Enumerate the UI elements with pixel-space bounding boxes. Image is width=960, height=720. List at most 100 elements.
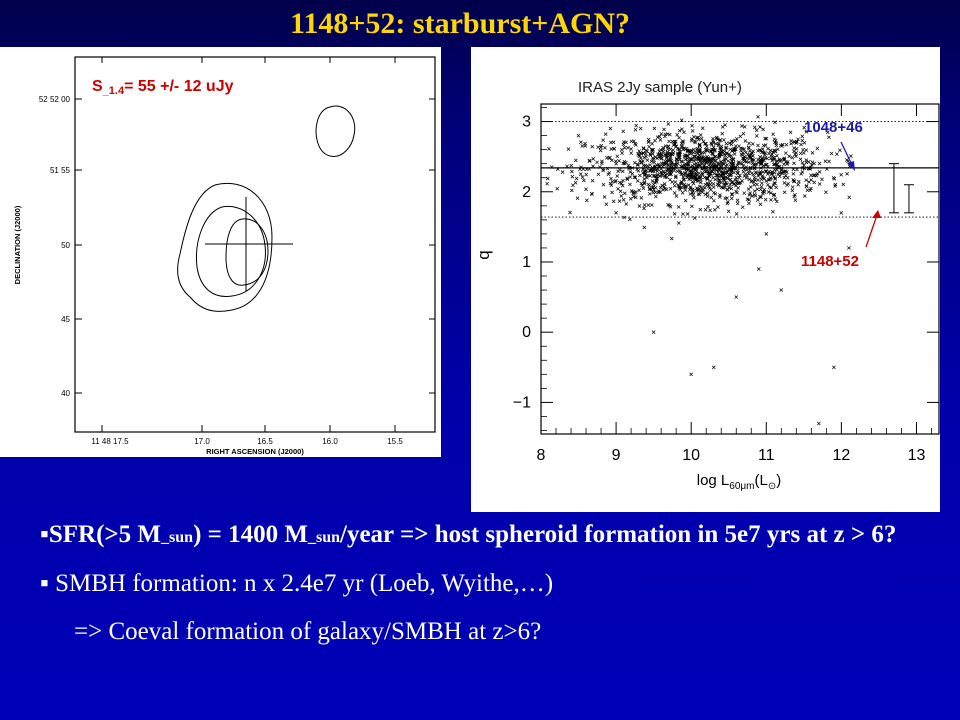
scatter-point — [849, 154, 853, 158]
scatter-point — [673, 174, 678, 178]
scatter-point — [664, 161, 669, 166]
scatter-point — [574, 176, 579, 181]
scatter-point — [662, 127, 666, 132]
scatter-point — [621, 178, 625, 183]
scatter-point — [800, 170, 805, 174]
scatter-point — [603, 145, 607, 150]
scatter-point — [790, 188, 795, 193]
scatter-point — [602, 195, 607, 199]
scatter-point — [555, 186, 560, 191]
scatter-point — [679, 159, 684, 164]
scatter-point — [711, 156, 716, 161]
scatter-point — [758, 171, 762, 175]
scatter-point — [547, 147, 551, 151]
scatter-point — [746, 171, 751, 176]
scatter-point — [713, 207, 717, 212]
scatter-outlier — [817, 421, 821, 426]
scatter-point — [791, 178, 796, 182]
scatter-point — [725, 151, 729, 156]
scatter-point — [764, 162, 769, 167]
plot-frame — [540, 103, 940, 435]
y-tick-label: 1 — [522, 254, 531, 271]
scatter-point — [654, 163, 659, 168]
scatter-point — [692, 154, 697, 159]
scatter-point — [608, 126, 613, 131]
scatter-point — [651, 174, 656, 178]
scatter-point — [608, 155, 612, 160]
scatter-point — [660, 183, 665, 188]
y-tick-label: 3 — [522, 114, 531, 131]
scatter-point — [738, 180, 743, 185]
chart-title: IRAS 2Jy sample (Yun+) — [578, 79, 742, 96]
scatter-point — [685, 212, 690, 216]
scatter-point — [653, 180, 657, 185]
scatter-point — [746, 146, 751, 150]
scatter-point — [590, 144, 595, 149]
scatter-point — [633, 190, 638, 194]
scatter-point — [570, 174, 575, 179]
scatter-point — [768, 176, 773, 181]
radio-contours — [177, 105, 356, 312]
source-cross — [205, 197, 293, 291]
scatter-point — [705, 194, 710, 199]
scatter-point — [755, 187, 760, 192]
scatter-point — [769, 198, 773, 202]
scatter-point — [702, 175, 707, 180]
scatter-point — [800, 160, 805, 165]
scatter-point — [673, 180, 678, 184]
scatter-point — [729, 154, 734, 158]
scatter-point — [717, 153, 722, 157]
scatter-point — [748, 156, 753, 160]
scatter-point — [697, 171, 702, 176]
scatter-point — [653, 185, 658, 190]
scatter-outlier — [711, 365, 716, 370]
scatter-point — [647, 191, 652, 196]
scatter-point — [732, 147, 737, 152]
scatter-point — [601, 182, 606, 187]
scatter-point — [677, 152, 682, 157]
scatter-point — [646, 203, 651, 207]
scatter-point — [762, 176, 767, 181]
scatter-point — [752, 182, 757, 187]
slide-title: 1148+52: starburst+AGN? — [289, 7, 631, 40]
scatter-point — [700, 171, 705, 175]
y-tick-label: 2 — [522, 184, 531, 201]
scatter-point — [647, 186, 652, 191]
contour-northwest — [315, 105, 356, 157]
scatter-point — [762, 187, 767, 192]
scatter-point — [648, 174, 653, 178]
scatter-point — [698, 133, 703, 137]
scatter-point — [691, 181, 696, 186]
scatter-outlier — [779, 288, 784, 292]
scatter-point — [804, 148, 809, 152]
scatter-point — [690, 187, 695, 192]
scatter-point — [794, 147, 799, 151]
scatter-point — [685, 154, 690, 158]
scatter-point — [646, 139, 651, 144]
scatter-point — [650, 179, 655, 183]
arrowhead-1048-46 — [847, 161, 855, 171]
scatter-point — [644, 154, 648, 159]
scatter-point — [814, 173, 819, 178]
scatter-point — [682, 130, 686, 135]
scatter-point — [812, 180, 817, 185]
scatter-point — [759, 177, 764, 182]
scatter-point — [763, 197, 768, 202]
scatter-point — [752, 125, 757, 130]
scatter-point — [752, 189, 757, 193]
scatter-point — [770, 209, 775, 214]
scatter-point — [711, 148, 715, 152]
scatter-point — [718, 137, 723, 142]
scatter-point — [715, 136, 719, 141]
scatter-point — [638, 126, 643, 131]
scatter-point — [700, 126, 705, 131]
scatter-point — [735, 163, 740, 168]
scatter-point — [790, 155, 795, 160]
scatter-point — [737, 144, 741, 149]
scatter-point — [650, 147, 654, 152]
map-x-tick-label: 15.5 — [387, 437, 403, 446]
scatter-point — [728, 177, 733, 182]
scatter-point — [582, 178, 586, 183]
scatter-point — [667, 139, 671, 144]
scatter-point — [727, 141, 732, 145]
